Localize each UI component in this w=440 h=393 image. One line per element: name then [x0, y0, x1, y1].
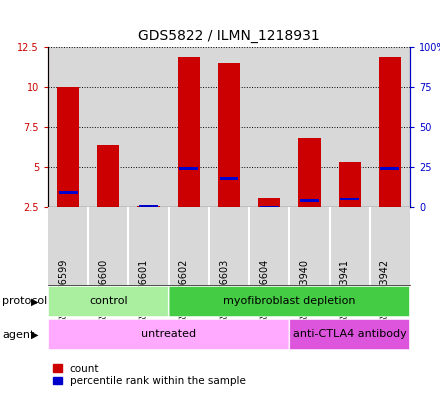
Bar	[379, 57, 401, 207]
Bar	[260, 206, 279, 208]
Bar	[218, 63, 240, 207]
Title: GDS5822 / ILMN_1218931: GDS5822 / ILMN_1218931	[138, 29, 320, 43]
Bar	[97, 145, 119, 207]
FancyBboxPatch shape	[290, 320, 410, 350]
Bar	[139, 205, 158, 208]
Bar	[180, 167, 198, 170]
Text: untreated: untreated	[141, 329, 196, 339]
FancyBboxPatch shape	[48, 320, 289, 350]
Bar	[298, 138, 320, 207]
Text: myofibroblast depletion: myofibroblast depletion	[223, 296, 356, 306]
FancyBboxPatch shape	[169, 286, 410, 317]
Text: control: control	[89, 296, 128, 306]
Bar	[99, 207, 118, 210]
Text: anti-CTLA4 antibody: anti-CTLA4 antibody	[293, 329, 407, 339]
Bar	[178, 57, 200, 207]
Bar	[381, 167, 399, 170]
Bar	[137, 206, 160, 207]
Bar	[340, 198, 359, 200]
Legend: count, percentile rank within the sample: count, percentile rank within the sample	[53, 364, 246, 386]
Text: agent: agent	[2, 329, 35, 340]
FancyBboxPatch shape	[48, 286, 168, 317]
Bar	[220, 177, 238, 180]
Text: ▶: ▶	[31, 296, 39, 307]
Bar	[300, 199, 319, 202]
Text: ▶: ▶	[31, 329, 39, 340]
Bar	[339, 162, 361, 207]
Bar	[59, 191, 77, 194]
Text: protocol: protocol	[2, 296, 48, 307]
Bar	[258, 198, 280, 207]
Bar	[57, 87, 79, 207]
